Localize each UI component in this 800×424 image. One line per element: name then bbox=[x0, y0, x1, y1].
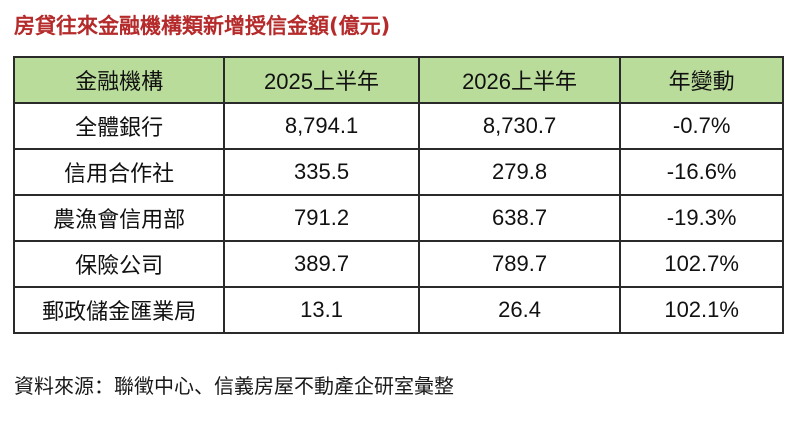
header-2026-h1: 2026上半年 bbox=[417, 56, 622, 104]
cell-institution: 郵政儲金匯業局 bbox=[12, 286, 226, 334]
cell-2026-h1: 279.8 bbox=[417, 148, 622, 196]
cell-institution: 保險公司 bbox=[12, 240, 226, 288]
table-row: 保險公司 389.7 789.7 102.7% bbox=[12, 240, 784, 288]
cell-institution: 全體銀行 bbox=[12, 102, 226, 150]
cell-yoy-change: -19.3% bbox=[619, 194, 784, 242]
cell-2025-h1: 791.2 bbox=[223, 194, 420, 242]
cell-2025-h1: 13.1 bbox=[223, 286, 420, 334]
table-row: 信用合作社 335.5 279.8 -16.6% bbox=[12, 148, 784, 196]
cell-yoy-change: -16.6% bbox=[619, 148, 784, 196]
cell-yoy-change: 102.7% bbox=[619, 240, 784, 288]
cell-yoy-change: 102.1% bbox=[619, 286, 784, 334]
cell-2026-h1: 789.7 bbox=[417, 240, 622, 288]
cell-yoy-change: -0.7% bbox=[619, 102, 784, 150]
cell-institution: 信用合作社 bbox=[12, 148, 226, 196]
data-table: 金融機構 2025上半年 2026上半年 年變動 全體銀行 8,794.1 8,… bbox=[12, 56, 784, 334]
header-row: 金融機構 2025上半年 2026上半年 年變動 bbox=[12, 56, 784, 104]
cell-2026-h1: 638.7 bbox=[417, 194, 622, 242]
cell-2025-h1: 335.5 bbox=[223, 148, 420, 196]
table-title: 房貸往來金融機構類新增授信金額(億元) bbox=[14, 14, 391, 38]
header-institution: 金融機構 bbox=[12, 56, 226, 104]
table-row: 郵政儲金匯業局 13.1 26.4 102.1% bbox=[12, 286, 784, 334]
cell-2026-h1: 8,730.7 bbox=[417, 102, 622, 150]
source-note: 資料來源：聯徵中心、信義房屋不動產企研室彙整 bbox=[14, 374, 454, 398]
cell-2025-h1: 389.7 bbox=[223, 240, 420, 288]
header-yoy-change: 年變動 bbox=[619, 56, 784, 104]
cell-2026-h1: 26.4 bbox=[417, 286, 622, 334]
cell-2025-h1: 8,794.1 bbox=[223, 102, 420, 150]
table-row: 農漁會信用部 791.2 638.7 -19.3% bbox=[12, 194, 784, 242]
header-2025-h1: 2025上半年 bbox=[223, 56, 420, 104]
cell-institution: 農漁會信用部 bbox=[12, 194, 226, 242]
table-row: 全體銀行 8,794.1 8,730.7 -0.7% bbox=[12, 102, 784, 150]
